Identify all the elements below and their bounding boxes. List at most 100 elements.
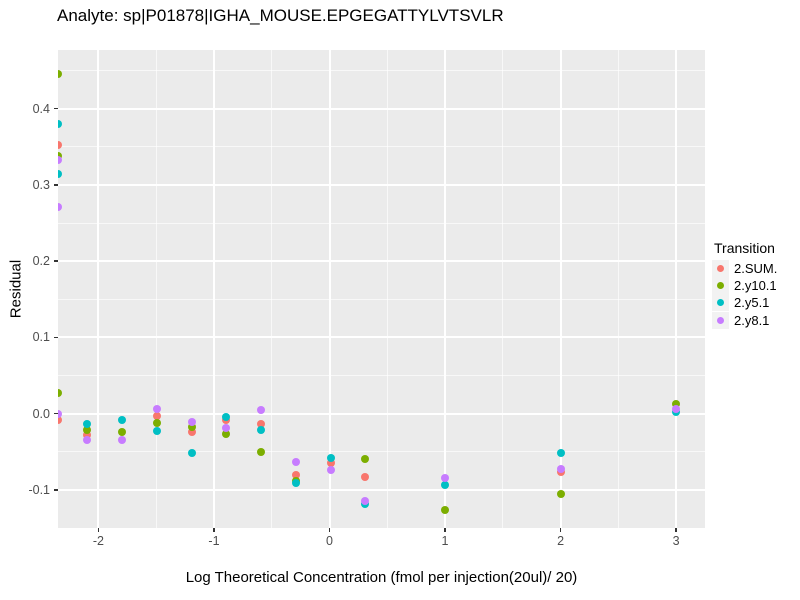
data-point <box>361 496 370 505</box>
data-point <box>441 505 450 514</box>
x-tick-label: -1 <box>208 534 220 548</box>
data-point <box>257 420 266 429</box>
gridline-major-x <box>97 50 100 528</box>
data-point <box>58 410 62 419</box>
data-point <box>222 430 231 439</box>
data-point <box>187 418 196 427</box>
gridline-major-x <box>675 50 678 528</box>
y-tick-label: 0.3 <box>32 177 50 192</box>
gridline-major-x <box>328 50 331 528</box>
gridline-minor-x <box>502 50 504 528</box>
data-point <box>152 405 161 414</box>
x-tick-label: -2 <box>92 534 104 548</box>
x-tick-label: 1 <box>441 534 449 548</box>
data-point <box>118 427 126 436</box>
legend-key <box>712 311 729 329</box>
y-tick-label: 0.0 <box>32 406 50 421</box>
legend-dot-icon <box>717 265 724 273</box>
data-point <box>441 474 450 483</box>
data-point <box>222 424 231 433</box>
data-point <box>58 119 62 128</box>
x-tick-mark <box>559 528 562 532</box>
data-point <box>83 419 92 428</box>
data-point <box>58 389 62 398</box>
gridline-minor-x <box>617 50 619 528</box>
legend: Transition 2.SUM. 2.y10.1 2.y5.1 2.y8.1 <box>712 240 777 329</box>
data-point <box>556 448 565 457</box>
y-tick-label: -0.1 <box>28 482 50 497</box>
x-tick-mark <box>328 528 331 532</box>
x-tick-mark <box>444 528 446 532</box>
gridline-major-x <box>444 50 447 528</box>
data-point <box>118 415 126 424</box>
data-point <box>152 411 161 420</box>
gridline-minor-y <box>58 146 705 148</box>
data-point <box>187 448 196 457</box>
data-point <box>222 412 231 421</box>
data-point <box>556 464 565 473</box>
x-axis-title: Log Theoretical Concentration (fmol per … <box>185 569 578 586</box>
x-tick-label: 2 <box>557 534 565 548</box>
data-point <box>83 435 92 444</box>
legend-entry-label: 2.y5.1 <box>734 295 770 311</box>
data-point <box>672 405 681 414</box>
data-point <box>58 170 62 179</box>
data-point <box>441 481 450 490</box>
y-tick-label: 0.1 <box>32 330 50 345</box>
gridline-minor-x <box>271 50 273 528</box>
legend-entry-label: 2.y10.1 <box>734 278 777 294</box>
gridline-major-y <box>58 183 705 186</box>
y-tick-mark <box>54 107 58 110</box>
data-point <box>326 466 335 475</box>
gridline-major-x <box>559 50 562 528</box>
gridline-minor-y <box>58 70 705 72</box>
gridline-minor-x <box>386 50 388 528</box>
legend-entry: 2.SUM. <box>712 260 778 278</box>
gridline-minor-y <box>58 451 705 453</box>
legend-dot-icon <box>717 316 724 324</box>
x-tick-label: 3 <box>672 534 680 548</box>
y-tick-mark <box>54 336 58 339</box>
y-tick-label: 0.4 <box>32 101 50 116</box>
data-point <box>187 422 196 431</box>
gridline-minor-y <box>58 222 705 224</box>
gridline-major-y <box>58 336 705 339</box>
gridline-minor-y <box>58 375 705 377</box>
legend-dot-icon <box>717 299 724 307</box>
legend-key <box>712 277 729 295</box>
data-point <box>187 427 196 436</box>
legend-entry: 2.y10.1 <box>712 277 777 295</box>
y-tick-mark <box>54 489 58 491</box>
data-point <box>118 436 126 445</box>
data-point <box>58 140 62 149</box>
y-tick-label: 0.2 <box>32 254 50 269</box>
gridline-major-y <box>58 260 705 263</box>
legend-entry: 2.y5.1 <box>712 294 777 312</box>
data-point <box>58 415 62 424</box>
legend-entry-label: 2.y8.1 <box>734 312 770 328</box>
gridline-major-x <box>212 50 215 528</box>
x-tick-mark <box>97 528 100 532</box>
gridline-major-y <box>58 107 705 110</box>
legend-entry-label: 2.SUM. <box>734 261 778 277</box>
y-tick-mark <box>54 412 58 415</box>
gridline-minor-y <box>58 298 705 300</box>
legend-entries: 2.SUM. 2.y10.1 2.y5.1 2.y8.1 <box>712 260 777 329</box>
data-point <box>257 426 266 435</box>
data-point <box>257 405 266 414</box>
data-point <box>291 457 300 466</box>
data-point <box>361 455 370 464</box>
data-point <box>152 427 161 436</box>
data-point <box>58 155 62 164</box>
gridline-minor-x <box>155 50 157 528</box>
legend-title: Transition <box>714 240 775 256</box>
data-point <box>58 203 62 212</box>
data-point <box>326 453 335 462</box>
data-point <box>257 447 266 456</box>
data-point <box>152 418 161 427</box>
y-tick-mark <box>54 184 58 186</box>
plot-title: Analyte: sp|P01878|IGHA_MOUSE.EPGEGATTYL… <box>57 6 504 25</box>
y-tick-mark <box>54 260 58 262</box>
legend-key <box>712 260 729 278</box>
